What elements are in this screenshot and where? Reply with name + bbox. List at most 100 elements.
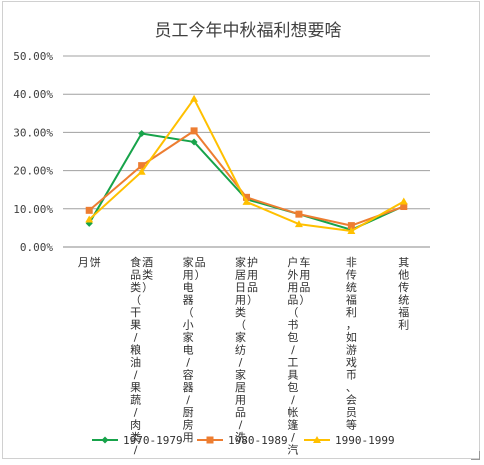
x-tick-char: 纺 <box>235 343 246 357</box>
data-point <box>138 130 146 138</box>
series-line <box>88 97 405 232</box>
x-tick-char: 用 <box>299 269 310 282</box>
data-point <box>242 197 251 205</box>
data-point <box>190 127 198 135</box>
x-tick-char: ， <box>346 319 357 332</box>
y-tick-label: 30.00% <box>13 126 53 139</box>
x-tick-char: ） <box>247 294 258 307</box>
data-point <box>85 215 94 223</box>
x-tick-char: / <box>239 356 243 369</box>
legend-item: 1980-1989 <box>197 434 288 447</box>
x-tick-char: 戏 <box>346 356 357 369</box>
chart-title: 员工今年中秋福利想要啥 <box>155 21 342 41</box>
x-tick-char: 类 <box>235 305 246 319</box>
x-tick-char: 电 <box>183 281 194 294</box>
x-tick-char: （ <box>183 306 194 319</box>
x-tick-char: 品 <box>299 281 310 294</box>
x-tick-char: 油 <box>130 355 141 369</box>
x-tick-char: 福 <box>398 305 409 319</box>
x-tick-char: 品 <box>130 269 141 282</box>
x-tick-char: 包 <box>287 331 298 344</box>
gridlines <box>63 55 430 248</box>
x-tick-char: 器 <box>183 294 194 307</box>
x-tick-char: 统 <box>398 294 409 307</box>
x-tick-char: ） <box>142 281 153 294</box>
data-point <box>347 222 355 230</box>
x-tick-char: 帐 <box>287 406 298 419</box>
legend-marker <box>206 436 214 444</box>
data-point <box>85 206 93 214</box>
y-tick-label: 50.00% <box>13 50 53 63</box>
x-tick-char: / <box>134 369 138 382</box>
x-tick-char: 品 <box>287 294 298 307</box>
legend-label: 1990-1999 <box>335 434 395 447</box>
x-tick-char: 如 <box>346 330 357 344</box>
x-tick-char: ） <box>195 269 206 282</box>
x-tick-char: 传 <box>398 281 409 294</box>
data-point <box>399 197 408 205</box>
x-tick-char: 包 <box>287 381 298 394</box>
y-tick-label: 10.00% <box>13 203 53 216</box>
x-tick-char: / <box>291 344 295 357</box>
x-tick-char: 统 <box>346 281 357 294</box>
x-tick-char: 等 <box>346 418 357 432</box>
x-tick-char: 月 <box>78 256 89 269</box>
x-tick-char: 用 <box>183 269 194 282</box>
x-tick-char: 用 <box>235 294 246 307</box>
data-point <box>400 203 408 211</box>
x-tick-char: 家 <box>183 330 194 344</box>
x-tick-char: 游 <box>346 344 357 357</box>
data-point <box>347 226 356 234</box>
x-tick-char: 品 <box>247 281 258 294</box>
x-tick-char: （ <box>287 306 298 319</box>
x-tick-char: 工 <box>287 356 298 369</box>
x-tick-char: ） <box>299 294 310 307</box>
x-tick-char: 具 <box>287 369 298 382</box>
x-tick-char: 洗 <box>235 431 246 444</box>
data-point <box>190 94 199 102</box>
series-1980-1989 <box>85 127 408 230</box>
x-tick-char: 电 <box>183 344 194 357</box>
x-tick-char: 用 <box>247 269 258 282</box>
x-tick-char: 房 <box>183 419 194 432</box>
series-line <box>88 129 405 227</box>
plot-area <box>85 94 408 234</box>
x-tick-label: 月饼 <box>78 255 101 269</box>
x-tick-char: 户 <box>287 255 298 269</box>
x-tick-char: （ <box>130 294 141 307</box>
x-tick-char: 肉 <box>130 419 141 432</box>
data-point <box>294 220 303 228</box>
x-tick-char: 会 <box>346 394 357 407</box>
x-tick-char: / <box>134 444 138 457</box>
x-tick-char: 食 <box>130 255 141 269</box>
x-tick-char: 品 <box>195 256 206 269</box>
data-point <box>243 193 250 201</box>
x-tick-char: 用 <box>183 431 194 444</box>
x-tick-char: 家 <box>183 255 194 269</box>
x-tick-char: 、 <box>346 381 357 394</box>
series-1990-1999 <box>85 94 408 234</box>
x-tick-char: 家 <box>235 368 246 382</box>
x-tick-char: 家 <box>235 330 246 344</box>
x-tick-char: 器 <box>183 381 194 394</box>
x-tick-char: 居 <box>235 269 246 282</box>
legend: 1970-1979 1980-1989 1990-1999 <box>92 434 395 447</box>
legend-item: 1970-1979 <box>92 434 183 447</box>
x-tick-char: 居 <box>235 381 246 394</box>
x-tick-char: / <box>239 419 243 432</box>
x-tick-char: 酒 <box>142 256 153 269</box>
x-tick-char: 容 <box>183 368 194 382</box>
x-tick-char: / <box>134 406 138 419</box>
x-tick-char: 汽 <box>287 443 298 457</box>
legend-label: 1980-1989 <box>228 434 288 447</box>
x-tick-char: / <box>291 431 295 444</box>
chart-frame <box>2 1 480 459</box>
x-tick-char: 类 <box>142 268 153 282</box>
x-tick-char: 护 <box>247 255 258 269</box>
x-tick-char: 家 <box>235 255 246 269</box>
resize-grip[interactable] <box>471 451 480 460</box>
